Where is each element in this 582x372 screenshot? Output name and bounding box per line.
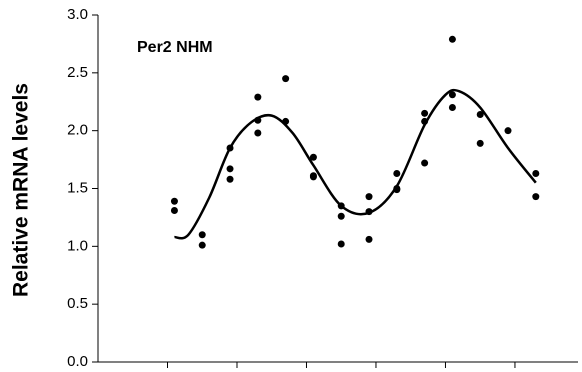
data-point xyxy=(170,206,178,214)
data-point xyxy=(337,202,345,210)
data-point xyxy=(421,109,429,117)
data-point xyxy=(337,212,345,220)
data-point xyxy=(337,240,345,248)
y-tick-label: 2.5 xyxy=(67,64,88,81)
data-point xyxy=(254,116,262,124)
y-axis-label: Relative mRNA levels xyxy=(10,83,33,297)
data-point xyxy=(226,175,234,183)
data-point xyxy=(448,104,456,112)
y-tick-label: 2.0 xyxy=(67,122,88,139)
data-point xyxy=(448,91,456,99)
data-point xyxy=(282,117,290,125)
data-point xyxy=(448,35,456,43)
data-point xyxy=(170,197,178,205)
data-point xyxy=(282,75,290,83)
data-point xyxy=(198,241,206,249)
y-tick-label: 0.0 xyxy=(67,353,88,370)
data-point xyxy=(532,169,540,177)
data-point xyxy=(532,193,540,201)
data-point xyxy=(309,153,317,161)
data-point xyxy=(421,117,429,125)
data-point xyxy=(226,165,234,173)
data-point xyxy=(365,208,373,216)
data-point xyxy=(365,235,373,243)
data-point xyxy=(476,110,484,118)
data-point xyxy=(504,127,512,135)
data-point xyxy=(254,93,262,101)
data-point xyxy=(226,144,234,152)
y-tick-label: 1.5 xyxy=(67,179,88,196)
annotation: Per2 NHM xyxy=(137,39,213,56)
data-point xyxy=(365,193,373,201)
y-tick-label: 0.5 xyxy=(67,295,88,312)
data-point xyxy=(476,139,484,147)
data-point xyxy=(254,129,262,137)
data-point xyxy=(309,173,317,181)
data-point xyxy=(421,159,429,167)
data-point xyxy=(393,186,401,194)
data-point xyxy=(393,169,401,177)
y-tick-label: 3.0 xyxy=(67,6,88,23)
y-tick-label: 1.0 xyxy=(67,237,88,254)
data-point xyxy=(198,231,206,239)
